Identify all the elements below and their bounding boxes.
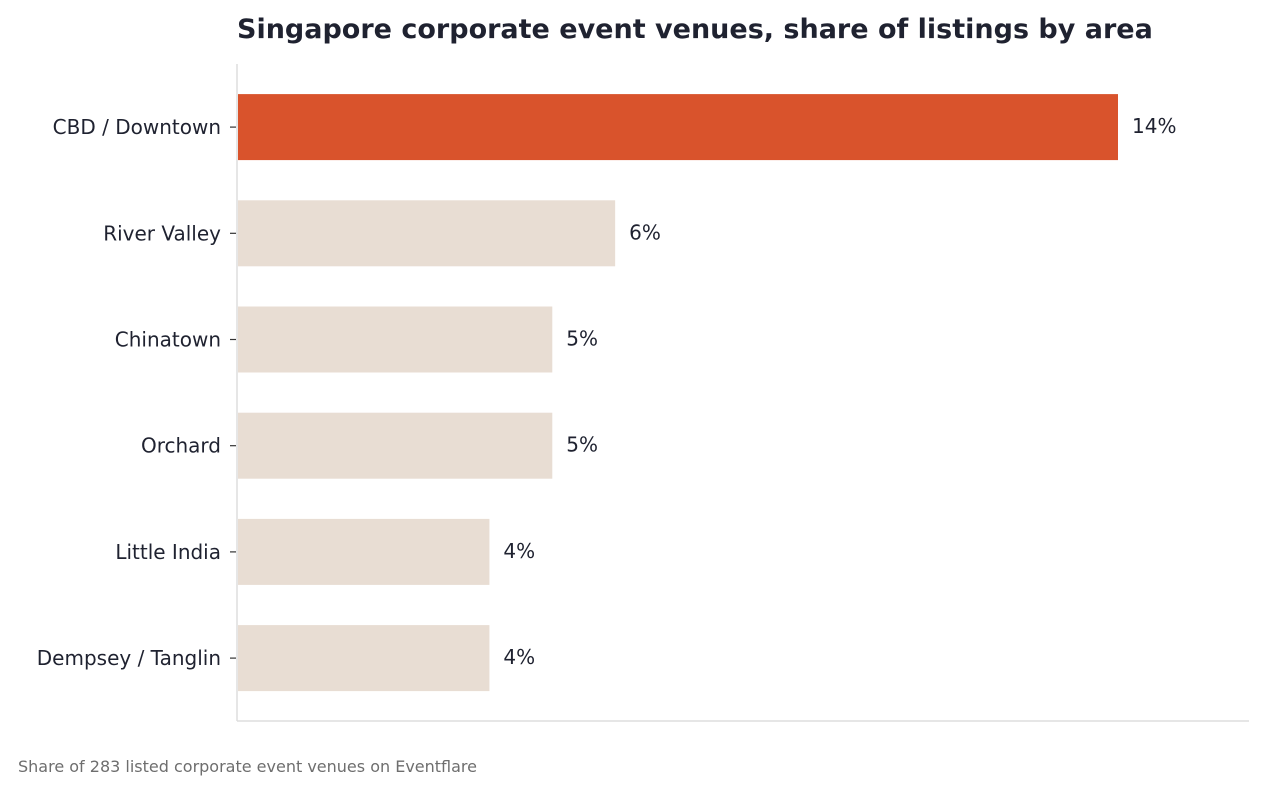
category-label-1: River Valley: [103, 221, 221, 245]
value-label-3: 5%: [566, 433, 598, 457]
bar-4: [238, 518, 490, 585]
bar-5: [238, 625, 490, 692]
category-label-2: Chinatown: [115, 328, 221, 352]
bar-0: [238, 94, 1118, 161]
value-label-0: 14%: [1132, 114, 1176, 138]
chart-title: Singapore corporate event venues, share …: [237, 14, 1153, 45]
category-label-4: Little India: [115, 540, 221, 564]
footnote: Share of 283 listed corporate event venu…: [18, 757, 477, 776]
value-label-1: 6%: [629, 220, 661, 244]
category-label-5: Dempsey / Tanglin: [37, 646, 221, 670]
value-label-5: 4%: [503, 645, 535, 669]
value-label-4: 4%: [503, 539, 535, 563]
category-label-0: CBD / Downtown: [53, 115, 221, 139]
bars-group: CBD / Downtown 14% River Valley 6% Chinatown…: [37, 94, 1176, 692]
bar-3: [238, 412, 553, 479]
bar-2: [238, 306, 553, 373]
value-label-2: 5%: [566, 327, 598, 351]
category-label-3: Orchard: [141, 434, 221, 458]
bar-1: [238, 200, 616, 267]
